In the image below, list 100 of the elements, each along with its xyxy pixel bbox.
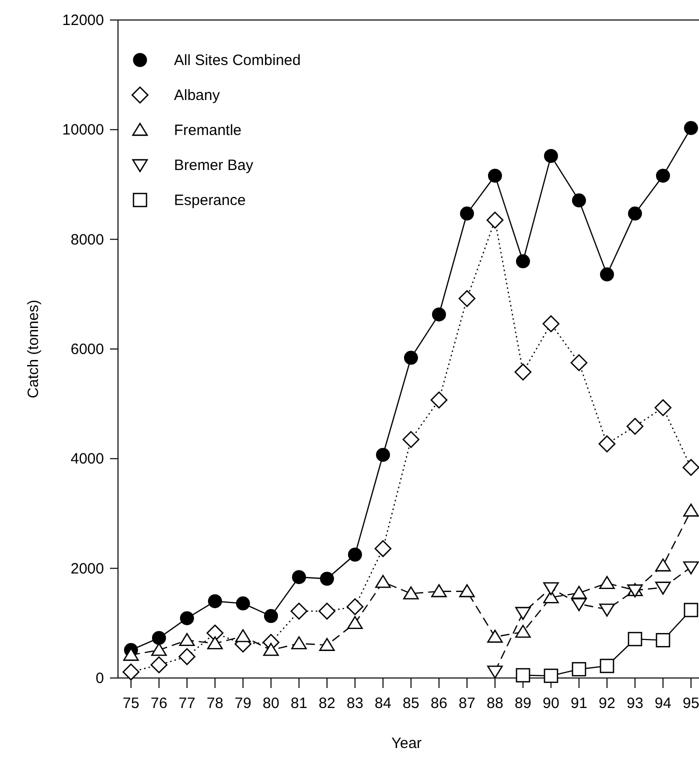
point (235, 629, 251, 642)
x-tick-label: 81 (290, 695, 308, 712)
legend-label: Albany (174, 87, 220, 104)
point (626, 418, 644, 435)
y-tick-label: 12000 (62, 12, 104, 29)
point (516, 668, 530, 682)
point (179, 633, 195, 646)
point (487, 630, 503, 643)
point (571, 598, 587, 612)
legend-label: Esperance (174, 192, 246, 209)
point (571, 586, 587, 599)
point (684, 121, 698, 136)
point (236, 596, 250, 610)
point (318, 602, 336, 620)
x-tick-label: 95 (682, 695, 699, 712)
y-axis-title: Catch (tonnes) (25, 300, 42, 398)
point (486, 212, 504, 229)
x-tick-label: 94 (654, 695, 672, 712)
x-tick-label: 86 (430, 695, 448, 712)
point (656, 633, 670, 648)
point (683, 561, 699, 574)
point (264, 609, 278, 624)
point (682, 458, 699, 476)
point (208, 594, 222, 608)
point (374, 540, 392, 558)
point (572, 193, 586, 208)
point (151, 642, 167, 656)
point (572, 662, 586, 676)
point (346, 598, 364, 616)
point (150, 656, 168, 674)
y-tick-label: 8000 (70, 231, 104, 248)
point (291, 636, 307, 650)
x-tick-label: 88 (486, 695, 504, 712)
point (458, 290, 476, 308)
legend-label: Bremer Bay (174, 157, 254, 174)
point (263, 642, 279, 656)
x-tick-label: 79 (234, 695, 252, 712)
point (347, 616, 363, 630)
point (655, 582, 671, 595)
point (515, 624, 531, 638)
point (375, 574, 391, 588)
point (180, 611, 194, 626)
x-tick-label: 87 (458, 695, 476, 712)
point (123, 648, 139, 661)
x-tick-label: 84 (374, 695, 392, 712)
legend-label: Fremantle (174, 122, 242, 139)
point (487, 666, 503, 679)
point (628, 632, 642, 646)
point (543, 582, 559, 596)
point (404, 350, 418, 365)
point (348, 548, 362, 562)
point (292, 570, 306, 584)
x-tick-label: 77 (178, 695, 196, 712)
point (403, 586, 419, 600)
point (570, 354, 588, 372)
point (290, 602, 308, 620)
point (460, 206, 474, 221)
x-tick-label: 83 (346, 695, 364, 712)
y-tick-label: 4000 (70, 450, 104, 468)
y-tick-label: 0 (96, 670, 104, 687)
x-tick-label: 92 (598, 695, 616, 712)
point (178, 648, 196, 666)
point (600, 658, 614, 674)
x-tick-label: 76 (150, 695, 168, 712)
point (544, 668, 558, 683)
point (122, 664, 140, 680)
y-tick-label: 10000 (62, 122, 104, 139)
point (656, 168, 670, 183)
point (320, 572, 334, 586)
x-tick-label: 75 (122, 695, 140, 712)
point (488, 168, 502, 183)
legend-label: All Sites Combined (174, 52, 301, 69)
point (600, 267, 614, 282)
point (628, 206, 642, 221)
point (152, 630, 166, 645)
x-tick-label: 78 (206, 695, 224, 712)
point (402, 431, 420, 448)
y-tick-label: 2000 (70, 560, 104, 578)
point (654, 399, 672, 416)
x-tick-label: 85 (402, 695, 420, 712)
point (544, 148, 558, 163)
point (655, 558, 671, 572)
point (683, 504, 699, 517)
x-tick-label: 80 (262, 695, 280, 712)
point (516, 254, 530, 268)
point (207, 636, 223, 650)
point (459, 584, 475, 598)
x-axis-title: Year (391, 735, 422, 752)
point (431, 584, 447, 598)
y-tick-label: 6000 (70, 341, 104, 358)
point (542, 315, 560, 332)
point (684, 602, 698, 618)
x-tick-label: 82 (318, 695, 336, 712)
point (599, 576, 615, 589)
point (599, 604, 615, 617)
x-tick-label: 90 (542, 695, 560, 712)
point (376, 448, 390, 462)
point (432, 307, 446, 322)
point (514, 364, 532, 380)
x-tick-label: 89 (514, 695, 532, 712)
